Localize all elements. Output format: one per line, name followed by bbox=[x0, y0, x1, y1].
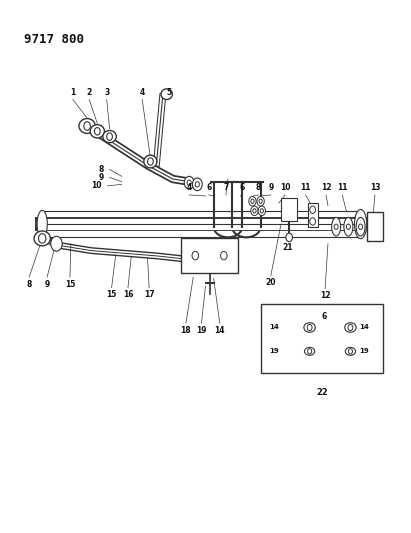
Text: 4: 4 bbox=[140, 88, 145, 97]
Ellipse shape bbox=[304, 322, 315, 332]
Text: 20: 20 bbox=[266, 278, 276, 287]
Circle shape bbox=[253, 209, 256, 213]
Text: 15: 15 bbox=[106, 290, 117, 300]
Text: 14: 14 bbox=[269, 325, 279, 330]
Text: 3: 3 bbox=[104, 88, 109, 97]
Text: 8: 8 bbox=[26, 280, 32, 289]
Text: 18: 18 bbox=[180, 326, 191, 335]
Bar bbox=[281, 198, 297, 221]
Circle shape bbox=[249, 197, 256, 206]
Circle shape bbox=[107, 133, 113, 140]
Ellipse shape bbox=[34, 231, 51, 246]
Ellipse shape bbox=[37, 211, 47, 238]
Ellipse shape bbox=[305, 348, 315, 356]
Circle shape bbox=[251, 199, 254, 204]
Text: 9: 9 bbox=[268, 183, 273, 192]
Text: 19: 19 bbox=[196, 326, 207, 335]
Text: 11: 11 bbox=[337, 183, 348, 192]
Text: 5: 5 bbox=[166, 88, 171, 97]
Circle shape bbox=[95, 127, 100, 135]
Text: 10: 10 bbox=[91, 181, 102, 190]
Text: 9: 9 bbox=[44, 280, 50, 289]
Circle shape bbox=[84, 122, 90, 130]
Circle shape bbox=[221, 252, 227, 260]
Text: 17: 17 bbox=[144, 290, 155, 300]
Circle shape bbox=[184, 176, 194, 189]
Circle shape bbox=[346, 224, 351, 229]
Text: 13: 13 bbox=[369, 183, 380, 192]
Ellipse shape bbox=[356, 217, 365, 236]
Circle shape bbox=[358, 224, 363, 229]
Ellipse shape bbox=[344, 217, 353, 236]
Text: 11: 11 bbox=[300, 183, 311, 192]
Text: 15: 15 bbox=[65, 280, 75, 289]
Circle shape bbox=[260, 209, 263, 213]
Circle shape bbox=[192, 178, 202, 191]
Circle shape bbox=[307, 349, 312, 354]
Circle shape bbox=[349, 349, 353, 354]
Text: 4: 4 bbox=[187, 183, 192, 192]
Ellipse shape bbox=[90, 125, 104, 138]
Bar bbox=[181, 238, 238, 273]
Ellipse shape bbox=[144, 155, 157, 168]
Text: 10: 10 bbox=[280, 183, 290, 192]
Circle shape bbox=[348, 324, 353, 330]
Ellipse shape bbox=[79, 118, 95, 133]
Ellipse shape bbox=[345, 348, 356, 356]
Text: 16: 16 bbox=[123, 290, 133, 300]
Text: 6: 6 bbox=[240, 183, 245, 192]
Text: 19: 19 bbox=[359, 349, 369, 354]
Bar bbox=[367, 212, 383, 241]
Text: 6: 6 bbox=[322, 312, 327, 321]
Circle shape bbox=[187, 180, 191, 185]
Ellipse shape bbox=[161, 89, 173, 100]
Text: 2: 2 bbox=[87, 88, 92, 97]
Text: 22: 22 bbox=[316, 389, 328, 398]
Text: 12: 12 bbox=[320, 292, 330, 301]
Text: 12: 12 bbox=[321, 183, 331, 192]
Text: 9717 800: 9717 800 bbox=[24, 33, 84, 46]
Circle shape bbox=[148, 158, 153, 165]
Circle shape bbox=[39, 233, 46, 243]
Text: 21: 21 bbox=[282, 243, 292, 252]
Ellipse shape bbox=[332, 217, 341, 236]
Text: 9: 9 bbox=[98, 173, 104, 182]
Circle shape bbox=[310, 217, 316, 225]
Text: 8: 8 bbox=[98, 165, 104, 174]
Circle shape bbox=[192, 252, 199, 260]
Circle shape bbox=[257, 197, 264, 206]
Ellipse shape bbox=[103, 131, 116, 143]
Text: 6: 6 bbox=[206, 183, 211, 192]
Text: 14: 14 bbox=[359, 325, 369, 330]
Ellipse shape bbox=[355, 209, 367, 239]
Bar bbox=[261, 304, 383, 373]
Text: 1: 1 bbox=[70, 88, 76, 97]
Text: 8: 8 bbox=[256, 183, 261, 192]
Circle shape bbox=[51, 236, 62, 251]
Circle shape bbox=[195, 182, 199, 187]
Ellipse shape bbox=[345, 322, 356, 332]
Circle shape bbox=[334, 224, 338, 229]
Circle shape bbox=[307, 324, 312, 330]
Circle shape bbox=[251, 206, 258, 216]
Circle shape bbox=[258, 206, 266, 216]
Circle shape bbox=[259, 199, 262, 204]
Text: 7: 7 bbox=[223, 183, 229, 192]
Bar bbox=[307, 203, 318, 227]
Circle shape bbox=[310, 206, 316, 214]
Circle shape bbox=[286, 233, 293, 241]
Text: 14: 14 bbox=[215, 326, 225, 335]
Text: 19: 19 bbox=[269, 349, 279, 354]
